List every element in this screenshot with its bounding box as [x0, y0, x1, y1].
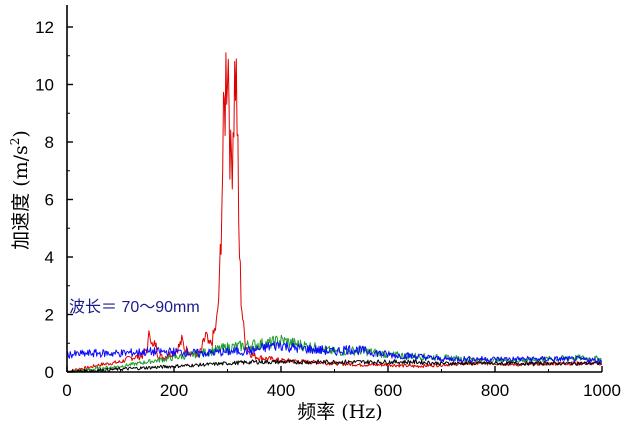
x-tick-label: 600	[374, 381, 402, 400]
ticks-layer: 0 200 400 600 800 1000 0 2 4 6 8 10 12	[35, 18, 621, 400]
series-layer	[66, 52, 602, 373]
y-tick-label: 12	[35, 18, 54, 37]
y-tick-label: 2	[45, 306, 54, 325]
y-axis-title-close: )	[10, 130, 32, 137]
y-tick-label: 8	[45, 133, 54, 152]
y-axis-title-main: 加速度 (m/s	[10, 145, 32, 250]
y-axis-title-sup: 2	[8, 138, 22, 146]
axes-layer	[66, 5, 602, 373]
series-line-1	[66, 52, 602, 373]
series-line-3	[66, 359, 602, 373]
y-tick-label: 4	[45, 248, 54, 267]
x-tick-label: 200	[160, 381, 188, 400]
wavelength-annotation: 波长＝ 70～90mm	[69, 298, 200, 316]
series-line-4	[66, 340, 602, 364]
series-line-2	[66, 334, 602, 373]
y-tick-label: 10	[35, 76, 54, 95]
x-tick-label: 800	[481, 381, 509, 400]
x-axis-title: 频率 (Hz)	[297, 401, 382, 423]
x-tick-label: 400	[267, 381, 295, 400]
y-tick-label: 6	[45, 191, 54, 210]
x-tick-label: 1000	[583, 381, 621, 400]
y-tick-label: 0	[45, 363, 54, 382]
y-axis-title: 加速度 (m/s2)	[8, 130, 32, 250]
x-tick-label: 0	[62, 381, 71, 400]
